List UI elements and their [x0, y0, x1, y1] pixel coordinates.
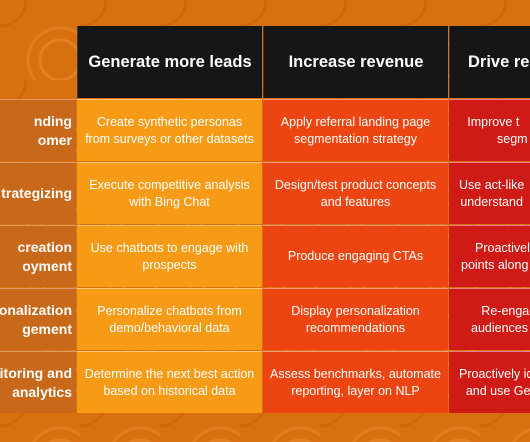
row-label: sonalization gement	[0, 288, 76, 350]
row-label-line: gement	[22, 320, 72, 337]
row-label-line: itoring and	[0, 364, 72, 381]
row-label-line: analytics	[12, 383, 72, 400]
row-label-line: creation	[17, 238, 72, 255]
table-cell: Use act-like understand	[449, 162, 530, 224]
table-cell: Execute competitive analysis with Bing C…	[77, 162, 262, 224]
row-label-line: omer	[37, 131, 72, 148]
table-cell: Determine the next best action based on …	[77, 351, 262, 413]
table-cell: Create synthetic personas from surveys o…	[77, 99, 262, 161]
table-cell: Personalize chatbots from demo/behaviora…	[77, 288, 262, 350]
row-label-line: trategizing	[1, 185, 72, 201]
row-label-line: nding	[33, 112, 72, 129]
table-cell: Design/test product concepts and feature…	[263, 162, 448, 224]
table-cell: Proactivelypoints along c	[449, 225, 530, 287]
table-cell: Assess benchmarks, automate reporting, l…	[263, 351, 448, 413]
row-label-line: oyment	[22, 257, 72, 274]
row-label: nding omer	[0, 99, 76, 161]
header-generate-leads: Generate more leads	[77, 26, 262, 98]
header-corner	[0, 26, 76, 98]
table-cell: Proactively ideand use Gen	[449, 351, 530, 413]
strategy-table: Generate more leads Increase revenue Dri…	[0, 26, 530, 413]
table-cell: Improve t segm	[449, 99, 530, 161]
row-label: itoring and analytics	[0, 351, 76, 413]
row-label-line: sonalization	[0, 301, 72, 318]
table-cell: Re-engagaudiences w	[449, 288, 530, 350]
table-cell: Display personalization recommendations	[263, 288, 448, 350]
row-label: creation oyment	[0, 225, 76, 287]
table-cell: Apply referral landing page segmentation…	[263, 99, 448, 161]
header-increase-revenue: Increase revenue	[263, 26, 448, 98]
table-cell: Produce engaging CTAs	[263, 225, 448, 287]
row-label: trategizing	[0, 162, 76, 224]
table-cell: Use chatbots to engage with prospects	[77, 225, 262, 287]
header-drive-repo: Drive repo	[449, 26, 530, 98]
